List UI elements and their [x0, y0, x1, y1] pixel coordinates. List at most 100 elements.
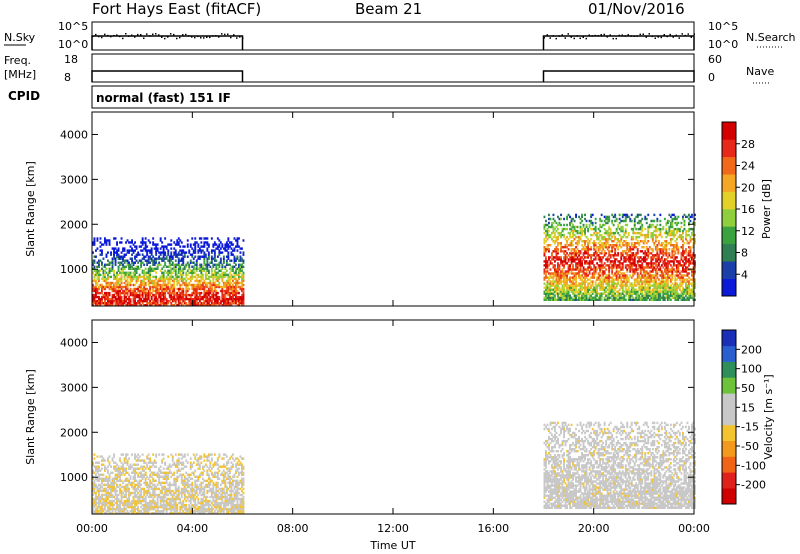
heatmap-cell	[132, 263, 135, 266]
heatmap-cell	[116, 241, 118, 244]
heatmap-cell	[164, 245, 167, 248]
heatmap-cell	[116, 503, 118, 507]
heatmap-cell	[174, 277, 177, 281]
heatmap-cell	[227, 287, 230, 291]
heatmap-cell	[573, 292, 576, 295]
heatmap-cell	[93, 273, 96, 277]
heatmap-cell	[581, 294, 583, 297]
heatmap-cell	[101, 287, 103, 291]
heatmap-cell	[560, 274, 562, 277]
heatmap-cell	[644, 294, 647, 297]
heatmap-cell	[682, 229, 684, 233]
heatmap-cell	[155, 304, 158, 307]
heatmap-cell	[671, 252, 674, 255]
heatmap-cell	[128, 283, 130, 287]
heatmap-cell	[123, 273, 126, 277]
heatmap-cell	[594, 296, 597, 299]
heatmap-cell	[210, 293, 213, 297]
heatmap-cell	[132, 249, 135, 252]
heatmap-cell	[557, 288, 559, 291]
heatmap-cell	[578, 262, 580, 265]
heatmap-cell	[101, 253, 103, 256]
heatmap-cell	[153, 299, 156, 303]
heatmap-cell	[545, 272, 547, 275]
heatmap-cell	[146, 253, 149, 256]
heatmap-cell	[603, 292, 606, 295]
heatmap-cell	[611, 270, 614, 273]
heatmap-cell	[615, 244, 618, 247]
heatmap-cell	[563, 284, 565, 287]
heatmap-cell	[585, 296, 588, 299]
heatmap-cell	[224, 249, 227, 252]
heatmap-cell	[102, 507, 105, 511]
heatmap-cell	[108, 287, 111, 291]
heatmap-cell	[119, 285, 121, 289]
heatmap-cell	[688, 282, 690, 285]
heatmap-cell	[694, 238, 696, 241]
heatmap-cell	[227, 255, 230, 258]
heatmap-cell	[632, 272, 635, 275]
heatmap-cell	[691, 288, 693, 291]
heatmap-cell	[629, 246, 632, 249]
heatmap-cell	[128, 275, 130, 279]
heatmap-cell	[558, 292, 561, 295]
heatmap-cell	[579, 296, 582, 299]
heatmap-cell	[630, 227, 633, 231]
heatmap-cell	[692, 286, 695, 289]
heatmap-cell	[135, 255, 138, 258]
heatmap-cell	[102, 287, 105, 291]
heatmap-cell	[176, 283, 179, 287]
heatmap-cell	[92, 297, 94, 301]
heatmap-cell	[566, 240, 568, 243]
heatmap-cell	[669, 229, 672, 233]
heatmap-cell	[570, 262, 573, 265]
heatmap-cell	[579, 270, 582, 273]
heatmap-cell	[225, 283, 228, 287]
heatmap-cell	[189, 295, 192, 299]
heatmap-cell	[552, 290, 555, 293]
heatmap-cell	[606, 278, 609, 281]
heatmap-cell	[639, 290, 642, 293]
heatmap-cell	[198, 247, 201, 250]
heatmap-cell	[137, 265, 140, 268]
heatmap-cell	[191, 255, 194, 258]
nsky-point	[236, 37, 238, 39]
heatmap-cell	[235, 245, 237, 248]
heatmap-cell	[600, 298, 603, 301]
heatmap-cell	[192, 261, 195, 264]
heatmap-cell	[650, 219, 653, 223]
heatmap-cell	[134, 304, 136, 307]
heatmap-cell	[108, 455, 111, 458]
heatmap-cell	[227, 299, 230, 303]
heatmap-cell	[671, 238, 674, 241]
nsky-point	[122, 37, 124, 40]
heatmap-cell	[558, 233, 561, 237]
heatmap-cell	[623, 233, 626, 237]
heatmap-cell	[110, 304, 112, 307]
heatmap-cell	[609, 238, 612, 241]
heatmap-cell	[126, 271, 129, 274]
heatmap-cell	[566, 278, 568, 281]
heatmap-cell	[230, 302, 233, 305]
nsky-point	[663, 33, 665, 36]
nsky-point	[657, 36, 659, 38]
heatmap-cell	[159, 239, 162, 242]
heatmap-cell	[617, 294, 620, 297]
heatmap-cell	[635, 296, 638, 299]
heatmap-cell	[242, 259, 245, 262]
heatmap-cell	[218, 297, 221, 301]
heatmap-cell	[660, 290, 663, 293]
heatmap-cell	[215, 279, 218, 283]
heatmap-cell	[177, 241, 180, 244]
heatmap-cell	[671, 296, 674, 299]
heatmap-cell	[576, 268, 579, 271]
nsearch-tick-top: 10^5	[708, 20, 738, 33]
heatmap-cell	[561, 274, 564, 277]
heatmap-cell	[122, 304, 124, 307]
heatmap-cell	[210, 302, 213, 305]
heatmap-cell	[560, 213, 562, 217]
heatmap-cell	[585, 298, 588, 301]
heatmap-cell	[606, 221, 609, 225]
heatmap-cell	[129, 271, 132, 274]
heatmap-cell	[612, 296, 615, 299]
